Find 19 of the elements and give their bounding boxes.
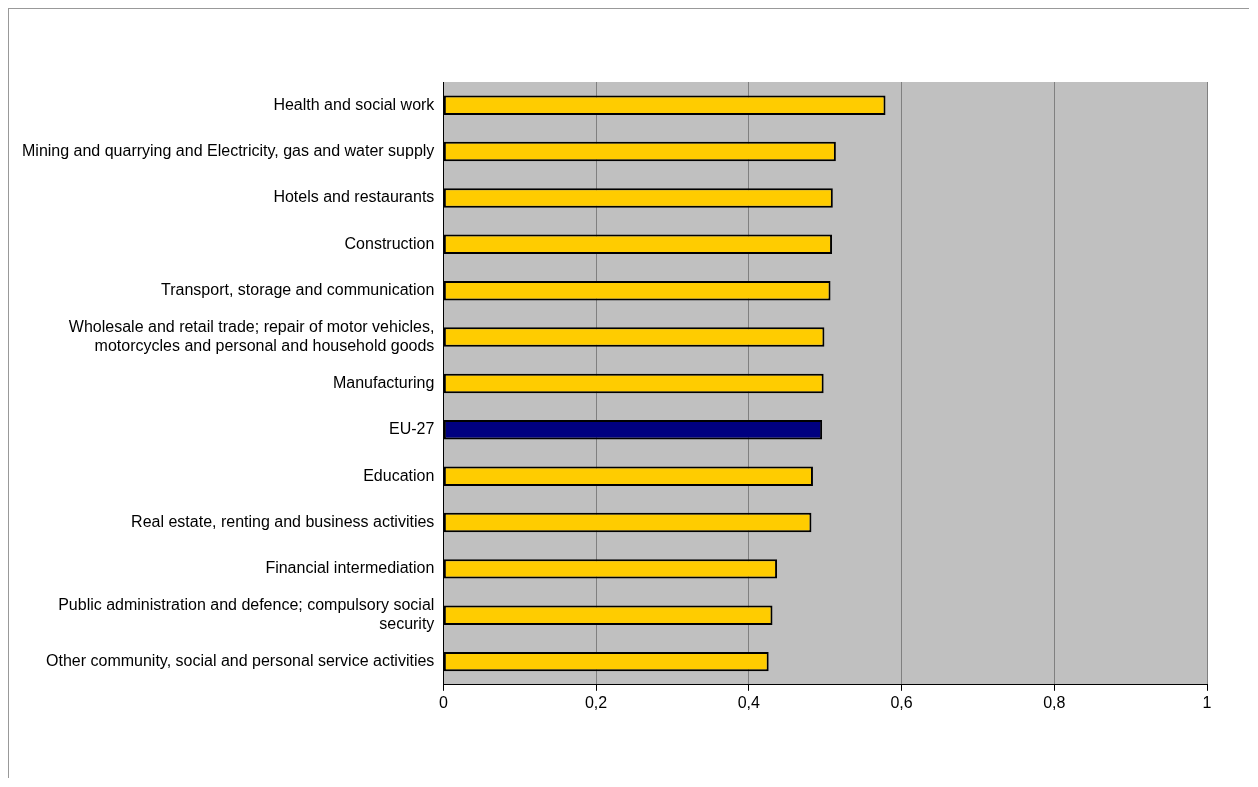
x-tick-label: 0,4 <box>737 693 761 711</box>
x-tick-label: 1 <box>1202 693 1212 711</box>
x-tick-label: 0,8 <box>1043 693 1066 711</box>
y-tick-label: Real estate, renting and business activities <box>131 512 435 530</box>
x-tick-label: 0,2 <box>584 693 608 711</box>
y-tick-label: Manufacturing <box>332 373 435 391</box>
y-tick-label: Other community, social and personal service activities <box>46 652 435 670</box>
y-tick-label: Public administration and defence; compulsory social security <box>58 596 435 633</box>
x-tick-label: 0 <box>438 693 448 711</box>
y-tick-label: Financial intermediation <box>265 559 435 577</box>
y-tick-label: Construction <box>344 234 435 252</box>
y-tick-label: Transport, storage and communication <box>161 281 435 299</box>
y-tick-label: Wholesale and retail trade; repair of motor vehicles, motorcycles and personal and household goods <box>68 317 435 355</box>
y-tick-label: Hotels and restaurants <box>273 188 435 206</box>
y-tick-label: Mining and quarrying and Electricity, gas and water supply <box>21 141 435 159</box>
y-tick-label: EU-27 <box>389 420 435 438</box>
y-tick-label: Health and social work <box>273 95 436 113</box>
x-tick-label: 0,6 <box>890 693 913 711</box>
y-tick-label: Education <box>363 466 435 484</box>
